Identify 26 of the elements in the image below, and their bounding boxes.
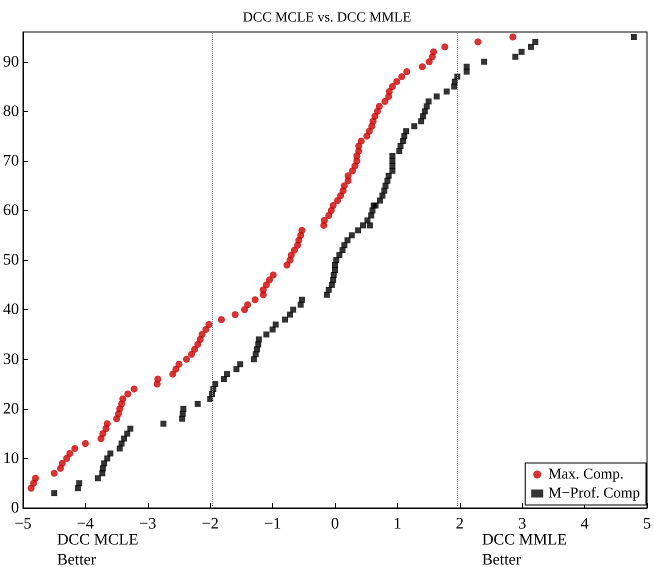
y-tick-label: 60 [3,202,19,219]
text: DCC MMLE Better [482,532,567,567]
text: DCC MCLE Better [57,532,138,567]
x-tick-label: −3 [139,516,156,532]
x-tick-label: −4 [76,516,94,532]
y-tick-label: 80 [3,102,19,120]
x-tick-label: −1 [264,516,282,532]
y-tick-label: 0 [11,500,19,516]
y-tick-label: 70 [3,152,19,170]
y-tick-label: 50 [3,252,19,269]
chart-title: DCC MCLE vs. DCC MMLE [242,10,412,26]
x-tick-label: 0 [331,516,339,532]
y-tick-label: 10 [3,450,19,467]
x-tick-label: 2 [456,516,464,532]
x-tick-label: −2 [202,516,219,532]
x-tick-label: 5 [643,516,651,532]
y-tick-label: 40 [3,301,19,318]
x-tick-label: 3 [518,516,526,532]
x-tick-label: 4 [580,516,589,532]
x-tick-label: 1 [393,516,402,532]
y-tick-label: 30 [3,350,19,368]
y-tick-label: 20 [3,400,19,418]
x-tick-label: −5 [14,516,32,532]
y-tick-label: 90 [3,53,19,70]
legend-label: Max. Comp. [548,466,624,482]
legend-label: M−Prof. Comp [548,486,640,502]
